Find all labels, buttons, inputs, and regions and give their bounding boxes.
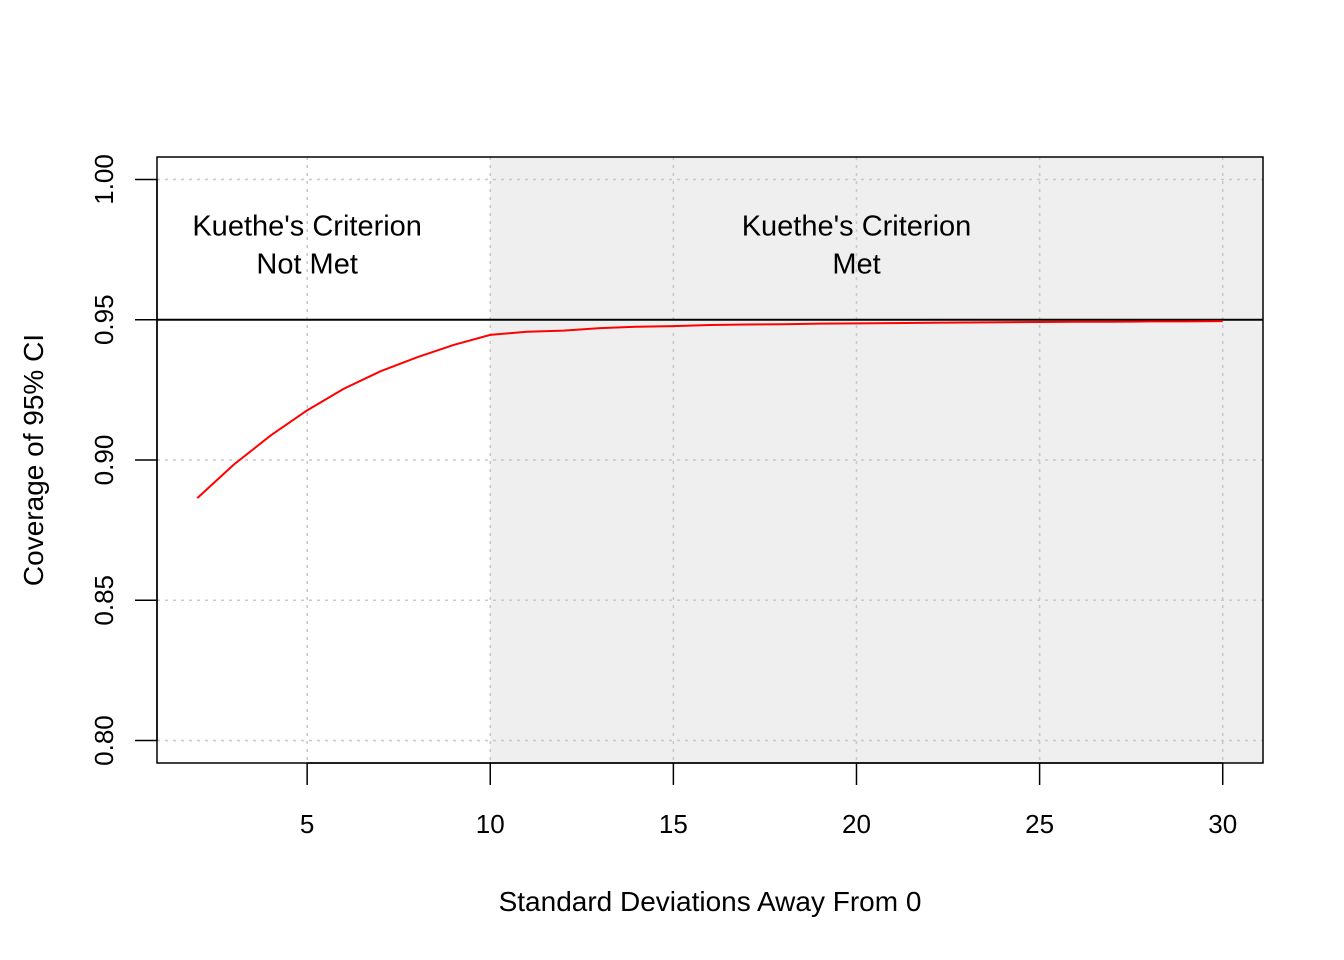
y-tick-label-4: 1.00 — [89, 154, 119, 205]
x-tick-label-2: 15 — [659, 809, 688, 839]
coverage-series-line — [196, 320, 1223, 499]
annotation-0-line-0: Kuethe's Criterion — [192, 211, 422, 243]
annotation-1: Kuethe's Criterion Met — [742, 211, 972, 281]
x-axis-title: Standard Deviations Away From 0 — [499, 886, 922, 917]
annotation-0-line-1: Not Met — [256, 249, 358, 281]
x-tick-label-3: 20 — [842, 809, 871, 839]
x-tick-label-0: 5 — [300, 809, 314, 839]
y-tick-label-0: 0.80 — [89, 715, 119, 766]
y-axis: 0.80 0.85 0.90 0.95 1.00 — [89, 154, 158, 766]
annotation-0: Kuethe's Criterion Not Met — [192, 211, 422, 281]
y-axis-title: Coverage of 95% CI — [18, 334, 49, 586]
annotation-1-line-0: Kuethe's Criterion — [742, 211, 972, 243]
x-axis: 5 10 15 20 25 30 — [300, 762, 1237, 839]
x-tick-label-1: 10 — [476, 809, 505, 839]
x-tick-label-5: 30 — [1208, 809, 1237, 839]
x-tick-label-4: 25 — [1025, 809, 1054, 839]
y-tick-label-1: 0.85 — [89, 575, 119, 626]
y-tick-label-3: 0.95 — [89, 294, 119, 345]
annotation-1-line-1: Met — [832, 249, 880, 281]
y-tick-label-2: 0.90 — [89, 435, 119, 486]
